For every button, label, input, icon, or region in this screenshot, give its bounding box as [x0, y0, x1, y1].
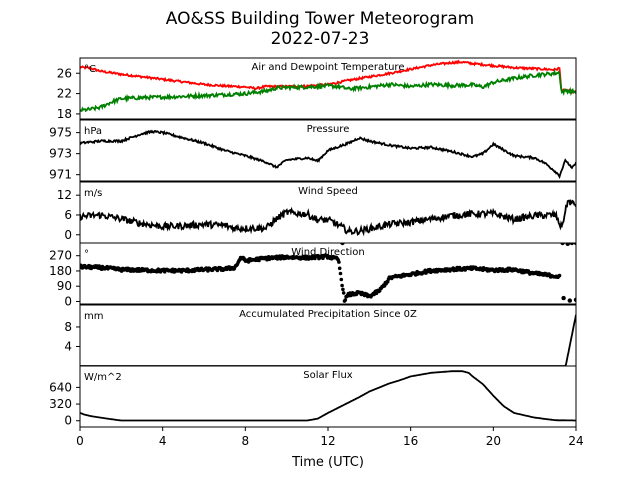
figure-title-line1: AO&SS Building Tower Meteorogram	[166, 9, 474, 29]
panel-unit: °C	[84, 64, 96, 75]
panel-title: Wind Speed	[298, 186, 358, 197]
panel-unit: hPa	[84, 126, 102, 137]
series-line-0-1	[80, 68, 576, 113]
panel-title: Wind Direction	[291, 247, 365, 258]
x-tick-label: 16	[403, 434, 418, 448]
y-tick-label: 180	[49, 264, 72, 278]
series-3-1	[340, 243, 576, 247]
wind-direction-point	[338, 271, 343, 276]
y-tick-label: 0	[64, 414, 72, 428]
panel-unit: °	[84, 249, 89, 260]
panel-title: Pressure	[307, 124, 350, 135]
wind-direction-point	[339, 277, 344, 282]
wind-direction-point	[341, 291, 346, 295]
y-tick-label: 0	[64, 228, 72, 242]
x-tick-label: 4	[159, 434, 167, 448]
wind-direction-point	[340, 243, 345, 246]
x-tick-label: 0	[76, 434, 84, 448]
panel-4: 4 8 Accumulated Precipitation Since 0Z mm	[64, 304, 577, 367]
wind-direction-point	[567, 298, 572, 303]
panel-2: 0 6 12 Wind Speed m/s	[57, 181, 577, 244]
panel-0: 18 22 26 Air and Dewpoint Temperature °C	[57, 57, 577, 121]
series-line-1-0	[80, 129, 576, 180]
wind-direction-point	[337, 260, 341, 264]
wind-direction-point	[561, 295, 566, 301]
panel-unit: W/m^2	[84, 372, 122, 383]
wind-direction-point	[573, 243, 576, 246]
panel-1: 971 973 975 Pressure hPa	[49, 119, 577, 182]
wind-direction-point	[573, 297, 576, 302]
y-tick-label: 0	[64, 294, 72, 308]
x-tick-label: 12	[320, 434, 335, 448]
y-tick-label: 6	[64, 208, 72, 222]
panel-frame	[79, 119, 577, 182]
figure-title-line2: 2022-07-23	[271, 29, 370, 49]
y-tick-label: 320	[49, 397, 72, 411]
panel-unit: mm	[84, 311, 103, 322]
wind-direction-point	[565, 243, 570, 247]
y-tick-label: 18	[57, 107, 72, 121]
y-tick-label: 971	[49, 168, 72, 182]
wind-direction-point	[341, 287, 345, 292]
wind-direction-point	[340, 283, 344, 288]
wind-direction-point	[385, 280, 390, 284]
y-tick-label: 22	[57, 87, 72, 101]
x-tick-label: 20	[486, 434, 501, 448]
wind-direction-point	[557, 273, 562, 278]
panel-title: Air and Dewpoint Temperature	[252, 62, 405, 73]
x-tick-label: 8	[242, 434, 250, 448]
y-tick-label: 270	[49, 249, 72, 263]
series-3-0	[80, 253, 562, 303]
wind-direction-point	[343, 298, 348, 302]
wind-direction-point	[560, 243, 565, 246]
panel-title: Solar Flux	[303, 370, 353, 381]
y-tick-label: 26	[57, 66, 72, 80]
x-axis-label: Time (UTC)	[291, 455, 364, 470]
wind-direction-point	[569, 243, 575, 246]
y-tick-label: 90	[57, 279, 72, 293]
y-tick-label: 640	[49, 380, 72, 394]
y-tick-label: 973	[49, 147, 72, 161]
y-tick-label: 8	[64, 320, 72, 334]
y-tick-label: 975	[49, 126, 72, 140]
series-3-2	[561, 295, 576, 303]
panel-unit: m/s	[84, 188, 102, 199]
panel-title: Accumulated Precipitation Since 0Z	[239, 309, 417, 320]
series-line-2-0	[80, 198, 576, 237]
panel-5: 0 320 640 Solar Flux W/m^2	[49, 365, 577, 428]
wind-direction-point	[337, 266, 342, 271]
series-line-4-0	[80, 314, 576, 366]
panel-frame	[79, 242, 577, 305]
x-tick-label: 24	[568, 434, 583, 448]
panel-frame	[79, 57, 577, 120]
y-tick-label: 4	[64, 339, 72, 353]
x-axis: 0 4 8 12 16 20 24	[76, 427, 584, 448]
y-tick-label: 12	[57, 188, 72, 202]
series-line-5-0	[80, 370, 576, 422]
